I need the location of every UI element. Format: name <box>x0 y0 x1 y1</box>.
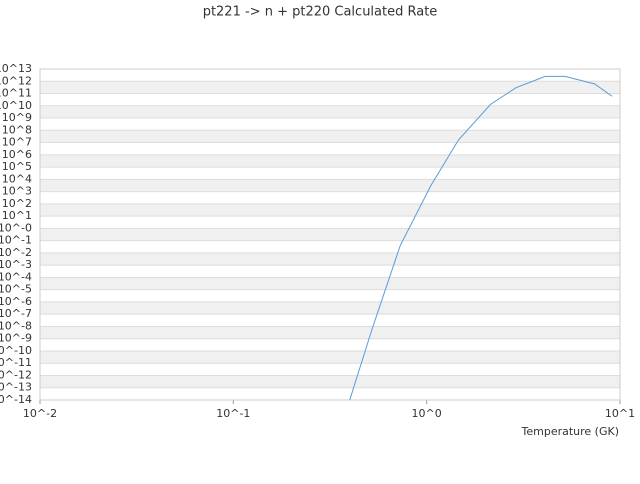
y-tick-label: 10^1 <box>2 209 32 222</box>
y-tick-label: 10^3 <box>2 185 32 198</box>
y-tick-label: 10^-12 <box>0 368 32 381</box>
y-tick-label: 10^-5 <box>0 283 32 296</box>
grid-band <box>40 375 620 388</box>
grid-band <box>40 301 620 315</box>
data-line <box>349 75 613 401</box>
grid-band <box>40 105 620 119</box>
y-tick-label: 10^8 <box>2 123 32 136</box>
y-tick-label: 10^-4 <box>0 270 32 283</box>
grid-band <box>40 130 620 143</box>
y-tick-label: 10^-3 <box>0 258 32 271</box>
y-tick-label: 10^-14 <box>0 393 32 406</box>
y-tick-label: 10^5 <box>2 160 32 173</box>
grid-band <box>40 277 620 290</box>
chart-title: pt221 -> n + pt220 Calculated Rate <box>203 5 438 20</box>
y-tick-label: 10^-13 <box>0 381 32 394</box>
grid-band <box>40 350 620 364</box>
y-tick-label: 10^-11 <box>0 356 32 369</box>
y-tick-label: 10^6 <box>2 148 32 161</box>
grid-band <box>40 203 620 217</box>
x-tick-label: 10^1 <box>605 407 635 420</box>
x-tick-label: 10^-2 <box>23 407 57 420</box>
y-tick-label: 10^11 <box>0 87 32 100</box>
x-tick-label: 10^-1 <box>216 407 250 420</box>
y-tick-label: 10^7 <box>2 136 32 149</box>
y-tick-label: 10^-2 <box>0 246 32 259</box>
y-tick-label: 10^13 <box>0 62 32 75</box>
grid-band <box>40 252 620 266</box>
y-tick-label: 10^-0 <box>0 221 32 234</box>
y-tick-label: 10^-9 <box>0 332 32 345</box>
y-tick-label: 10^4 <box>2 172 32 185</box>
x-axis-label: Temperature (GK) <box>521 425 620 438</box>
y-tick-label: 10^12 <box>0 74 32 87</box>
grid-band <box>40 228 620 241</box>
grid-band <box>40 326 620 339</box>
y-tick-label: 10^10 <box>0 99 32 112</box>
grid-band <box>40 81 620 94</box>
y-tick-label: 10^9 <box>2 111 32 124</box>
y-tick-label: 10^-8 <box>0 319 32 332</box>
grid-band <box>40 179 620 192</box>
y-tick-label: 10^-7 <box>0 307 32 320</box>
y-tick-label: 10^-6 <box>0 295 32 308</box>
grid-band <box>40 154 620 168</box>
y-tick-label: 10^-10 <box>0 344 32 357</box>
y-tick-label: 10^2 <box>2 197 32 210</box>
plot-border <box>39 68 621 401</box>
x-tick-label: 10^0 <box>412 407 442 420</box>
y-tick-label: 10^-1 <box>0 234 32 247</box>
